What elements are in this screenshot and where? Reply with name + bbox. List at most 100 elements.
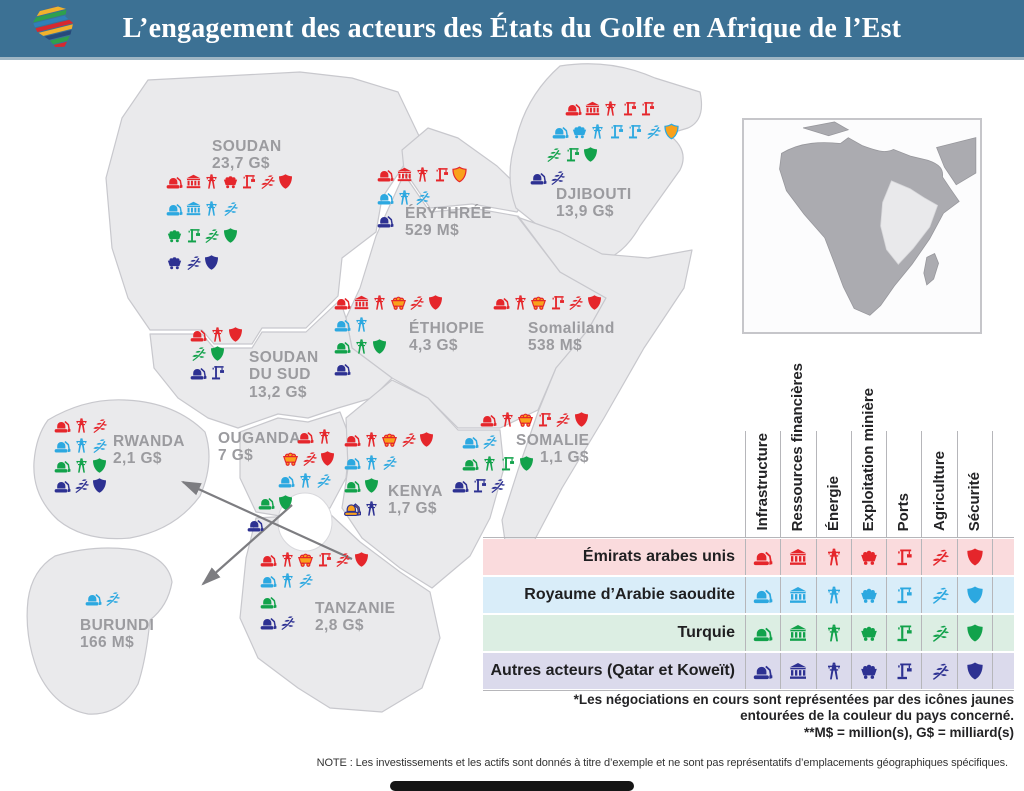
securite-icon — [277, 494, 294, 511]
agriculture-icon — [73, 477, 90, 494]
icon-row-djibouti-turkey — [545, 146, 599, 163]
country-label-line: 7 G$ — [218, 447, 254, 465]
energie-icon — [279, 551, 296, 568]
infrastructure-icon — [260, 551, 277, 568]
securite-icon — [582, 146, 599, 163]
agriculture-icon — [259, 173, 276, 190]
securite-icon — [965, 585, 985, 605]
securite-icon — [965, 623, 985, 643]
ports-icon — [209, 364, 226, 381]
mining-icon-negotiation — [381, 431, 398, 448]
country-label-ethiopie: ÉTHIOPIE 4,3 G$ — [409, 320, 485, 355]
legend-cell-other-securite — [956, 653, 992, 689]
icon-row-soudan-uae — [166, 173, 294, 190]
legend-row-other: Autres acteurs (Qatar et Koweït) — [483, 653, 1014, 689]
icon-row-kenya-other — [344, 500, 380, 517]
legend-column-energie: Énergie — [815, 370, 851, 537]
icon-row-kenya-turkey — [344, 477, 380, 494]
icon-row-rwanda-uae — [54, 417, 108, 434]
agriculture-icon — [203, 227, 220, 244]
legend-row-label: Turquie — [677, 624, 735, 641]
energie-icon — [73, 437, 90, 454]
securite-icon — [371, 338, 388, 355]
securite-icon-negotiation — [451, 166, 468, 183]
mining-icon — [859, 547, 879, 567]
mining-icon-negotiation — [297, 551, 314, 568]
icon-row-tanzanie-turkey — [260, 593, 277, 610]
country-label-line: BURUNDI — [80, 617, 155, 634]
footnotes: *Les négociations en cours sont représen… — [554, 692, 1014, 741]
agriculture-icon — [190, 345, 207, 362]
energie-icon — [363, 454, 380, 471]
legend-row-tail — [992, 577, 1013, 613]
infrastructure-icon — [334, 316, 351, 333]
mining-icon-negotiation — [530, 294, 547, 311]
legend-cell-uae-infrastructure — [745, 539, 780, 575]
energie-icon — [512, 294, 529, 311]
icon-row-somalie-turkey — [462, 455, 535, 472]
legend-column-label: Ports — [895, 492, 913, 531]
mining-icon-negotiation — [517, 411, 534, 428]
infrastructure-icon — [297, 428, 314, 445]
country-label-line: 13,2 G$ — [249, 383, 307, 401]
country-label-soudan-du-sud: SOUDAN DU SUD 13,2 G$ — [249, 349, 319, 401]
ports-icon — [240, 173, 257, 190]
icon-row-ouganda-uae — [297, 428, 333, 445]
burundi-callout-arrow — [201, 504, 293, 586]
agriculture-icon — [545, 146, 562, 163]
legend-header-tail — [992, 370, 1013, 537]
icon-row-ouganda-other — [247, 516, 264, 533]
legend-column-mining: Exploitation minière — [850, 370, 886, 537]
agriculture-icon — [315, 472, 332, 489]
agriculture-icon — [481, 433, 498, 450]
infrastructure-icon — [247, 516, 264, 533]
legend-cell-turkey-agriculture — [921, 615, 956, 651]
footnote-units: **M$ = million(s), G$ = milliard(s) — [803, 724, 1014, 740]
energie-icon — [203, 200, 220, 217]
finance-icon — [584, 100, 601, 117]
icon-row-soudan-du-sud-uae — [190, 326, 244, 343]
infrastructure-icon — [753, 623, 773, 643]
legend-column-label: Énergie — [824, 475, 842, 531]
finance-icon — [185, 200, 202, 217]
country-label-kenya: KENYA 1,7 G$ — [388, 483, 443, 518]
country-label-line: 13,9 G$ — [556, 203, 614, 221]
energie-icon — [363, 500, 380, 517]
energie-icon — [589, 123, 606, 140]
energie-icon — [396, 189, 413, 206]
infrastructure-icon — [344, 477, 361, 494]
energie-icon — [481, 455, 498, 472]
africa-inset-map — [742, 118, 982, 334]
legend-column-infrastructure: Infrastructure — [745, 370, 780, 537]
agriculture-icon — [91, 437, 108, 454]
mining-icon — [222, 173, 239, 190]
securite-icon — [209, 345, 226, 362]
ports-icon — [549, 294, 566, 311]
legend-row-tail — [992, 653, 1013, 689]
securite-icon — [222, 227, 239, 244]
securite-icon — [91, 477, 108, 494]
icon-row-ouganda-turkey — [258, 494, 294, 511]
mining-icon — [166, 227, 183, 244]
legend-cell-saudi-mining — [850, 577, 886, 613]
energie-icon — [279, 572, 296, 589]
ports-icon — [608, 123, 625, 140]
legend-row-turkey: Turquie — [483, 615, 1014, 651]
infrastructure-icon — [260, 572, 277, 589]
securite-icon — [965, 547, 985, 567]
securite-icon — [573, 411, 590, 428]
country-label-somaliland: Somaliland 538 M$ — [528, 320, 615, 355]
securite-icon — [418, 431, 435, 448]
infrastructure-icon-negotiation — [344, 500, 361, 517]
country-label-line: RWANDA — [113, 433, 185, 450]
infrastructure-icon — [493, 294, 510, 311]
country-label-line: OUGANDA — [218, 430, 301, 447]
icon-row-djibouti-other — [530, 169, 566, 186]
country-label-line: 2,1 G$ — [113, 450, 162, 468]
country-shape-soudan — [105, 71, 421, 345]
country-label-line: ÉTHIOPIE — [409, 320, 485, 337]
icon-row-somalie-saudi — [462, 433, 498, 450]
energie-icon — [353, 338, 370, 355]
infrastructure-icon — [334, 294, 351, 311]
